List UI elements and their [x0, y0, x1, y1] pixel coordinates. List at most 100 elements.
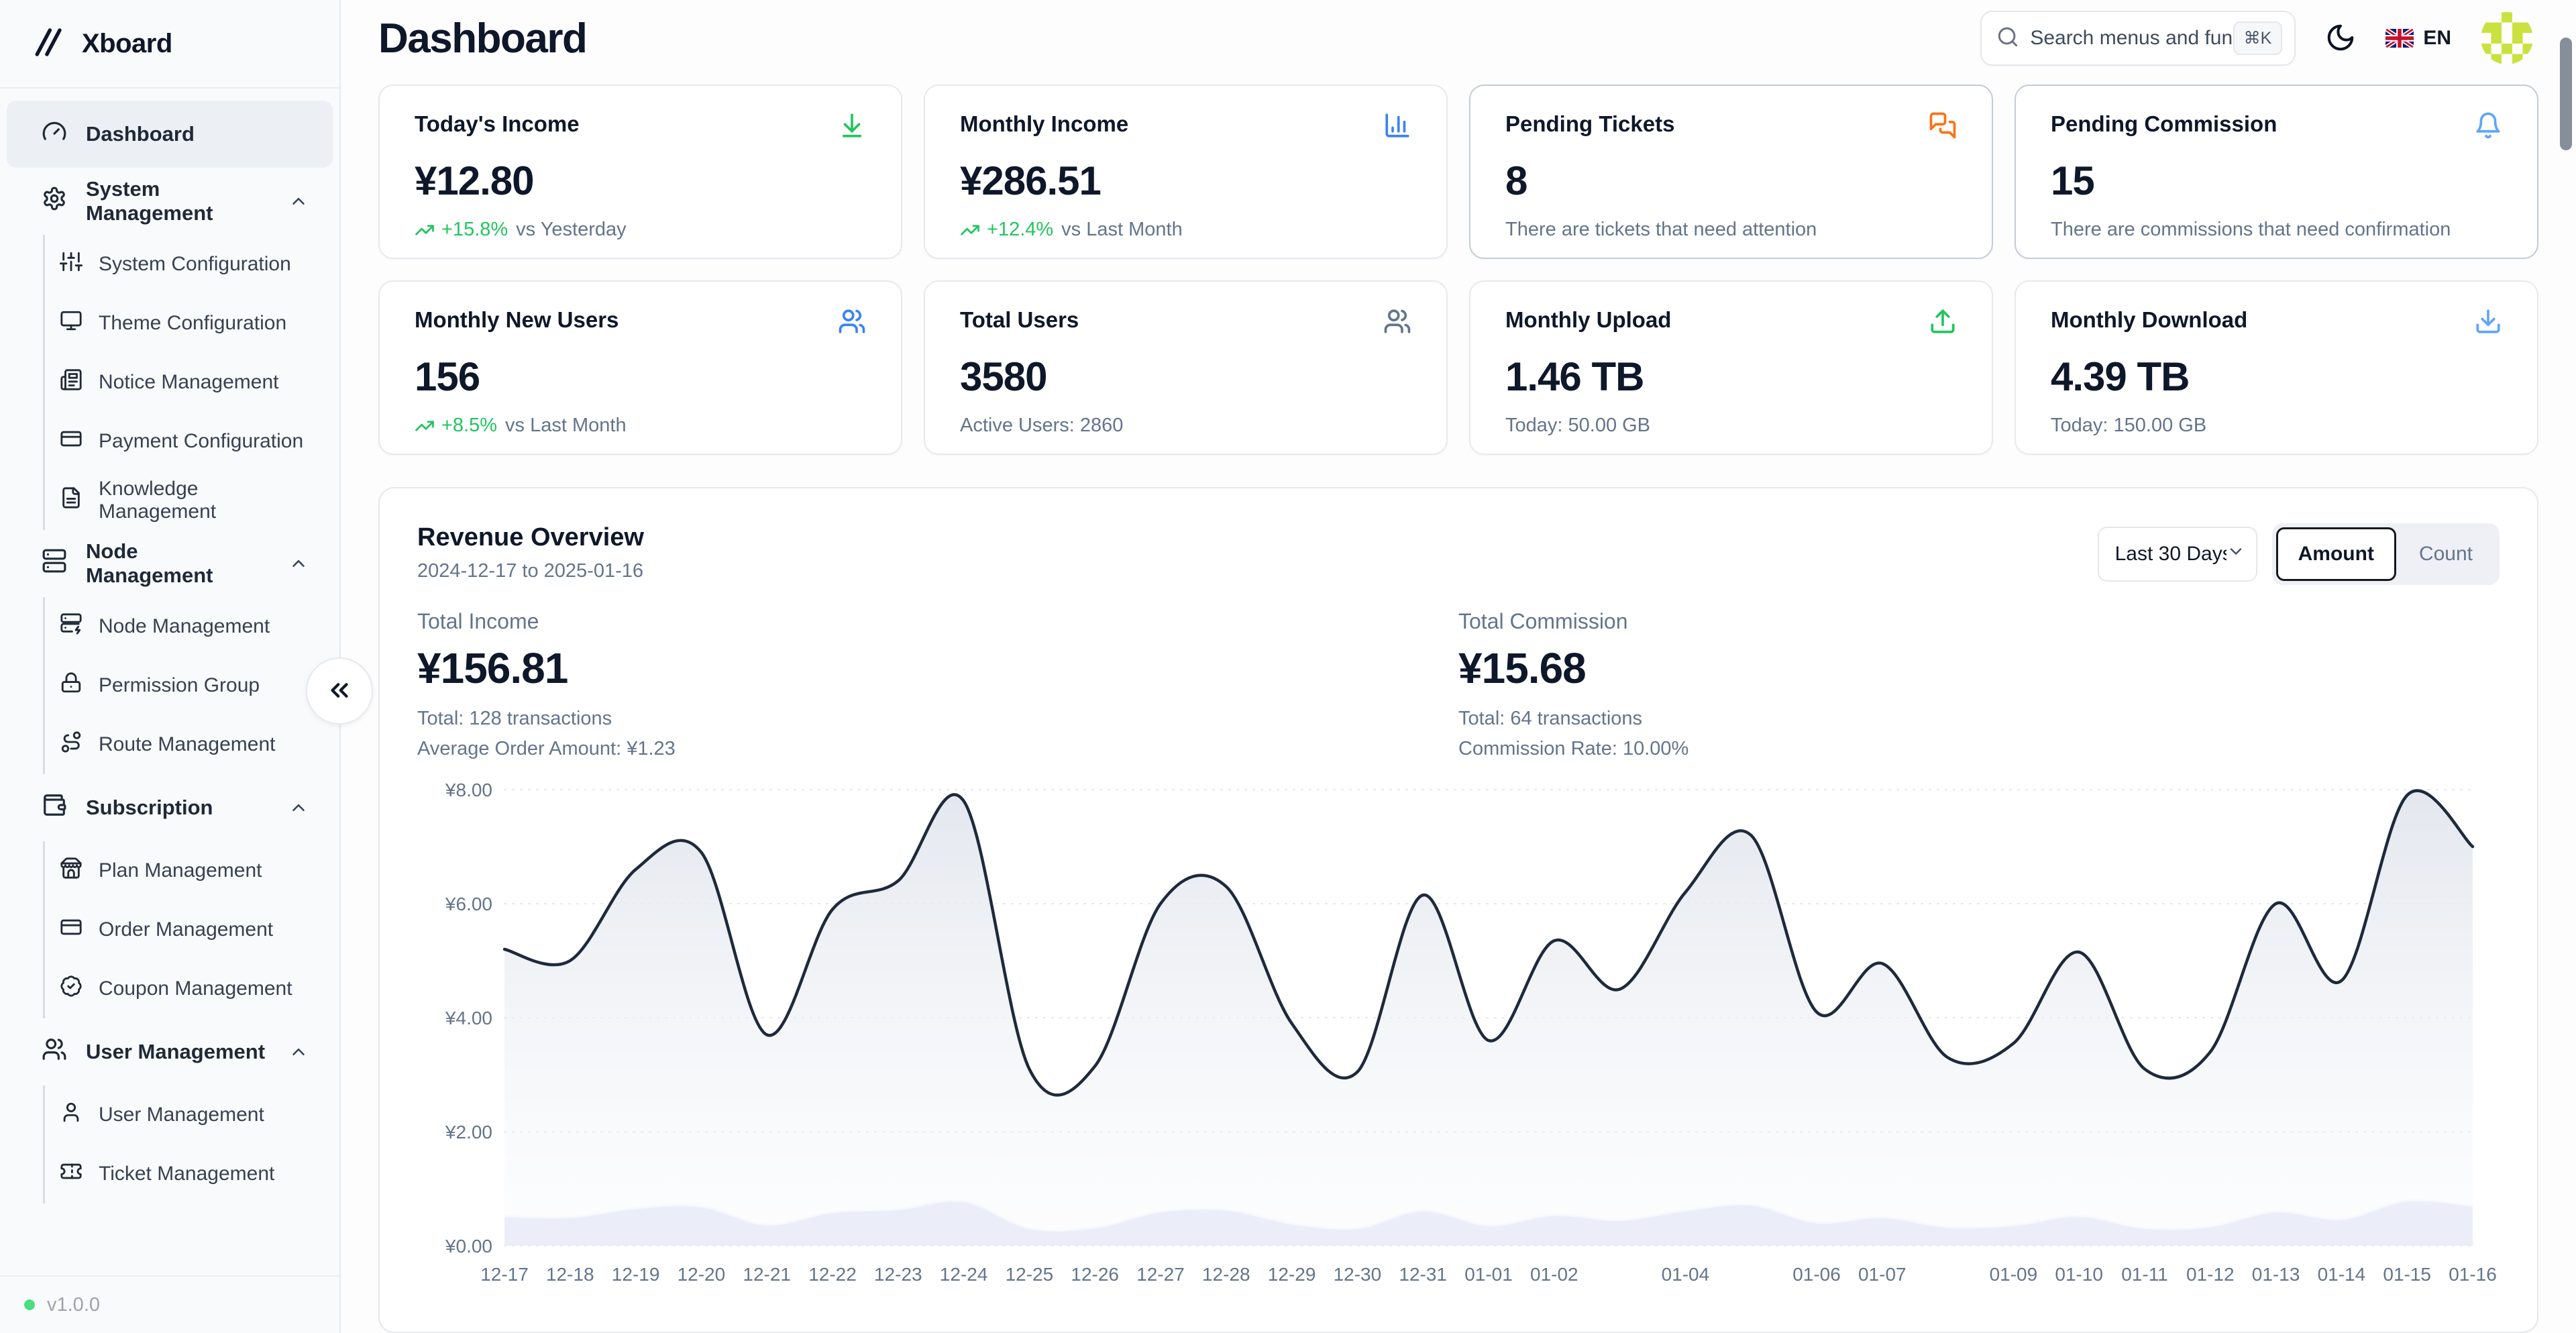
- dashboard-content: Today's Income ¥12.80 +15.8% vs Yesterday Mo…: [341, 76, 2576, 1333]
- sidebar-item-user-management[interactable]: User Management: [7, 1018, 333, 1085]
- sidebar-subitem-plan-management[interactable]: Plan Management: [45, 841, 333, 900]
- page-title: Dashboard: [378, 15, 588, 62]
- language-switcher[interactable]: EN: [2385, 27, 2451, 50]
- stat-note: Today: 150.00 GB: [2051, 415, 2207, 436]
- stat-value: 4.39 TB: [2051, 354, 2190, 399]
- revenue-chart-wrap: ¥0.00 ¥2.00 ¥4.00 ¥6.00 ¥8.00 12-17 12-18 12-19…: [417, 771, 2500, 1297]
- sidebar-subitem-notice-management[interactable]: Notice Management: [45, 353, 333, 412]
- revenue-date-range: 2024-12-17 to 2025-01-16: [417, 560, 643, 582]
- stat-card-monthly-new-users: Monthly New Users 156 +8.5% vs Last Month: [378, 280, 902, 455]
- sidebar-subitem-coupon-management[interactable]: Coupon Management: [45, 959, 333, 1018]
- stat-title: Monthly Upload: [1505, 307, 1672, 332]
- language-label: EN: [2423, 27, 2451, 49]
- sidebar-subitem-label: Knowledge Management: [99, 478, 217, 523]
- topbar-actions: ⌘K EN: [1980, 11, 2533, 66]
- svg-text:01-01: 01-01: [1464, 1264, 1513, 1285]
- svg-text:¥0.00: ¥0.00: [445, 1236, 492, 1257]
- total-income-block: Total Income ¥156.81 Total: 128 transact…: [417, 609, 1458, 760]
- trend-note: vs Yesterday: [516, 219, 627, 240]
- svg-text:01-16: 01-16: [2449, 1264, 2497, 1285]
- svg-text:01-15: 01-15: [2383, 1264, 2431, 1285]
- svg-text:¥4.00: ¥4.00: [445, 1008, 492, 1028]
- stat-note: Today: 50.00 GB: [1505, 415, 1651, 436]
- stat-card-pending-tickets[interactable]: Pending Tickets 8 There are tickets that n…: [1469, 85, 1993, 259]
- badge-check-icon: [60, 975, 83, 1003]
- total-income-value: ¥156.81: [417, 644, 568, 692]
- sidebar-item-label: Subscription: [86, 796, 213, 819]
- sidebar-subitem-route-management[interactable]: Route Management: [45, 715, 333, 774]
- sidebar-item-label: System Management: [86, 177, 213, 225]
- chevron-up-icon: [288, 553, 309, 574]
- chevron-up-icon: [288, 798, 309, 818]
- monitor-icon: [60, 309, 83, 337]
- svg-text:12-24: 12-24: [940, 1264, 988, 1285]
- sidebar-subitem-label: Ticket Management: [99, 1163, 275, 1185]
- stat-card-total-users: Total Users 3580 Active Users: 2860: [924, 280, 1448, 455]
- credit-card-icon: [60, 916, 83, 944]
- date-range-select[interactable]: Last 30 Days: [2097, 527, 2257, 582]
- status-dot: [24, 1299, 35, 1310]
- search-shortcut-badge: ⌘K: [2233, 21, 2283, 55]
- stat-title: Monthly Income: [960, 111, 1129, 136]
- sidebar-subitem-permission-group[interactable]: Permission Group: [45, 656, 333, 715]
- svg-text:12-23: 12-23: [874, 1264, 922, 1285]
- svg-text:12-17: 12-17: [480, 1264, 529, 1285]
- sidebar-collapse-button[interactable]: [306, 657, 373, 725]
- stat-trend: +15.8% vs Yesterday: [415, 219, 866, 241]
- svg-text:01-13: 01-13: [2252, 1264, 2300, 1285]
- stat-value: ¥286.51: [960, 158, 1102, 203]
- stat-value: 156: [415, 354, 480, 399]
- svg-text:12-28: 12-28: [1202, 1264, 1250, 1285]
- stat-card-pending-commission[interactable]: Pending Commission 15 There are commission…: [2015, 85, 2538, 259]
- sidebar-item-label: User Management: [86, 1040, 266, 1063]
- sidebar-item-dashboard[interactable]: Dashboard: [7, 101, 333, 168]
- users-icon: [838, 307, 866, 339]
- trend-note: vs Last Month: [505, 415, 627, 436]
- scrollbar-thumb[interactable]: [2560, 38, 2572, 150]
- sidebar-subitem-knowledge-management[interactable]: Knowledge Management: [45, 471, 333, 530]
- chevrons-left-icon: [325, 676, 354, 706]
- sidebar-subitem-label: User Management: [99, 1104, 264, 1126]
- sidebar-subitem-ticket-management[interactable]: Ticket Management: [45, 1144, 333, 1204]
- stat-value: 8: [1505, 158, 1527, 203]
- sidebar-item-subscription[interactable]: Subscription: [7, 774, 333, 841]
- stat-title: Monthly Download: [2051, 307, 2248, 332]
- sidebar-subitem-order-management[interactable]: Order Management: [45, 900, 333, 959]
- revenue-chart: ¥0.00 ¥2.00 ¥4.00 ¥6.00 ¥8.00 12-17 12-18 12-19…: [445, 780, 2497, 1285]
- file-text-icon: [60, 486, 83, 515]
- svg-text:12-29: 12-29: [1268, 1264, 1316, 1285]
- sidebar-footer: v1.0.0: [0, 1275, 339, 1333]
- sidebar: Xboard Dashboard System Management System …: [0, 0, 373, 1333]
- total-income-label: Total Income: [417, 609, 539, 633]
- sidebar-item-system-management[interactable]: System Management: [7, 168, 333, 235]
- sidebar-subitem-node-management[interactable]: Node Management: [45, 597, 333, 656]
- toggle-count-button[interactable]: Count: [2396, 527, 2496, 581]
- sidebar-subitem-theme-configuration[interactable]: Theme Configuration: [45, 294, 333, 353]
- stat-value: 1.46 TB: [1505, 354, 1644, 399]
- stat-card-monthly-income: Monthly Income ¥286.51 +12.4% vs Last Month: [924, 85, 1448, 259]
- stat-value: 15: [2051, 158, 2095, 203]
- svg-text:12-20: 12-20: [678, 1264, 726, 1285]
- svg-text:12-21: 12-21: [743, 1264, 791, 1285]
- toggle-amount-button[interactable]: Amount: [2275, 527, 2396, 581]
- svg-text:01-04: 01-04: [1662, 1264, 1710, 1285]
- stat-title: Total Users: [960, 307, 1079, 332]
- sidebar-subitem-payment-configuration[interactable]: Payment Configuration: [45, 412, 333, 471]
- svg-text:¥2.00: ¥2.00: [445, 1122, 492, 1142]
- sidebar-subitem-label: Permission Group: [99, 674, 260, 696]
- sidebar-subitem-system-configuration[interactable]: System Configuration: [45, 235, 333, 294]
- sidebar-subitem-label: Theme Configuration: [99, 312, 287, 334]
- search-box[interactable]: ⌘K: [1980, 11, 2296, 66]
- sidebar-subitem-user-management[interactable]: User Management: [45, 1085, 333, 1144]
- logo-text: Xboard: [82, 28, 172, 58]
- svg-text:01-06: 01-06: [1792, 1264, 1841, 1285]
- sidebar-item-node-management[interactable]: Node Management: [7, 530, 333, 597]
- search-icon: [1996, 25, 2019, 52]
- dark-mode-toggle[interactable]: [2325, 22, 2356, 55]
- sidebar-subitem-label: Node Management: [99, 615, 270, 637]
- avatar[interactable]: [2481, 12, 2533, 64]
- amount-count-toggle: Amount Count: [2271, 523, 2500, 585]
- logo[interactable]: Xboard: [0, 0, 339, 89]
- server-icon: [42, 548, 67, 579]
- svg-text:¥6.00: ¥6.00: [445, 894, 492, 914]
